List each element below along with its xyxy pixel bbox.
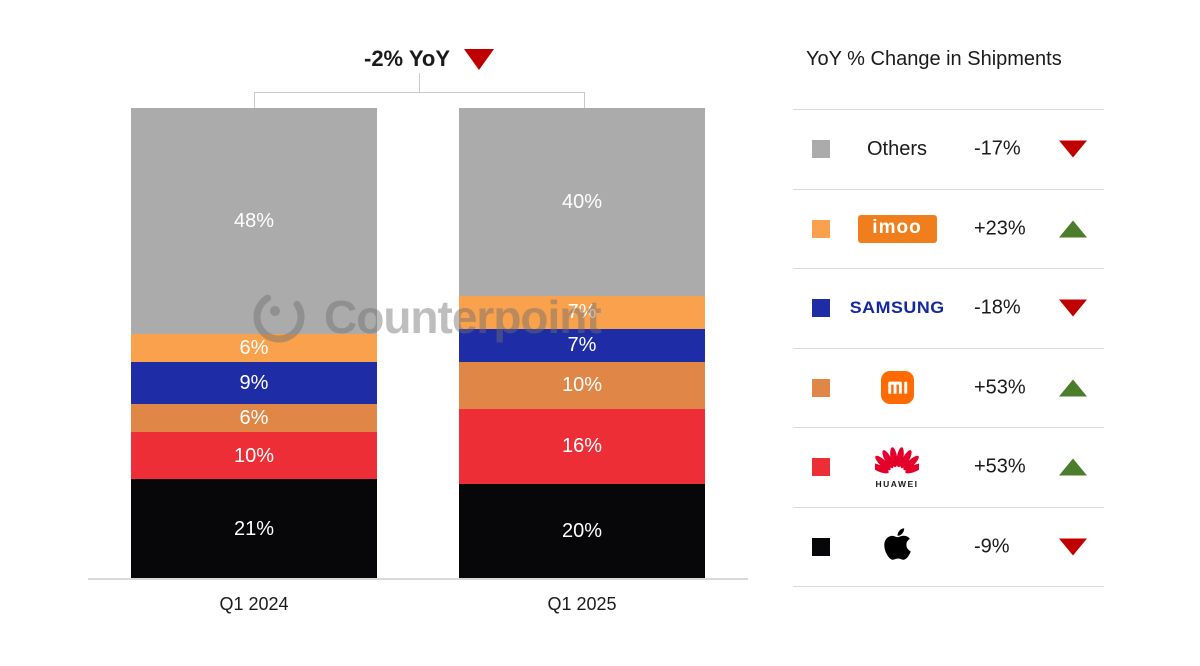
bar-segment-label: 6% [239,407,269,430]
legend-color-swatch [812,219,830,238]
bracket-tick-left [254,92,255,108]
legend-color-swatch [812,378,830,397]
bar-segment-label: 21% [233,517,275,540]
huawei-logo-icon: HUAWEI [875,445,919,489]
bar-q1-2024: 48% 6% 9% 6% 10% 21% [131,108,377,578]
bar-segment-xiaomi: 10% [459,361,705,409]
legend-color-swatch [812,299,830,318]
brand-cell-samsung: SAMSUNG [827,269,967,348]
yoy-change-value: +23% [974,217,1026,240]
down-triangle-icon [1059,538,1087,556]
samsung-logo: SAMSUNG [849,298,945,318]
bar-segment-label: 40% [561,191,603,213]
bar-segment-samsung: 9% [131,361,377,405]
axis-label-q1-2025: Q1 2025 [547,594,617,614]
down-triangle-icon [1059,140,1087,158]
legend-color-swatch [812,458,830,477]
bracket-line [254,92,585,93]
bracket-stem [419,73,420,92]
bar-q1-2025: 40% 7% 7% 10% 16% 20% [459,108,705,578]
apple-logo-icon [883,526,911,567]
brand-cell-others: Others [827,110,967,189]
legend-row-others: Others -17% [793,109,1104,189]
bar-segment-samsung: 7% [459,328,705,362]
legend-color-swatch [812,537,830,556]
bar-segment-xiaomi: 6% [131,404,377,433]
xiaomi-mi-logo-icon [880,371,914,405]
down-triangle-icon [464,48,494,70]
brand-cell-xiaomi [827,349,967,428]
bar-segment-label: 7% [567,334,597,357]
bar-segment-label: 10% [233,444,275,467]
bar-segment-huawei: 10% [131,432,377,480]
yoy-header: -2% YoY [279,44,579,74]
bar-segment-huawei: 16% [459,408,705,484]
bar-segment-label: 9% [239,371,269,394]
legend-row-imoo: imoo +23% [793,188,1104,269]
bar-segment-apple: 20% [459,483,705,578]
bar-segment-label: 7% [567,301,597,324]
bar-segment-label: 16% [561,435,603,458]
legend-title: YoY % Change in Shipments [806,48,1062,70]
legend-row-samsung: SAMSUNG -18% [793,268,1104,348]
axis-label-q1-2024: Q1 2024 [219,594,289,614]
legend-color-swatch [812,140,830,159]
bar-segment-imoo: 7% [459,296,705,329]
yoy-change-value: -9% [974,535,1010,558]
bar-segment-apple: 21% [131,479,377,578]
yoy-change-value: +53% [974,455,1026,478]
x-axis-line [88,578,748,580]
bar-segment-others: 40% [459,108,705,296]
legend-row-apple: -9% [793,506,1104,587]
brand-cell-apple [827,508,967,587]
bar-segment-label: 6% [239,336,269,359]
brand-cell-imoo: imoo [827,190,967,269]
bar-segment-others: 48% [131,108,377,334]
yoy-change-value: -18% [974,296,1021,319]
yoy-change-value: +53% [974,376,1026,399]
huawei-flower-icon [875,447,919,474]
up-triangle-icon [1059,220,1087,238]
up-triangle-icon [1059,379,1087,397]
brand-label: Others [866,137,928,160]
imoo-logo-icon: imoo [857,214,937,243]
yoy-change-label: -2% YoY [364,46,450,71]
huawei-wordmark: HUAWEI [875,479,919,490]
bar-segment-label: 20% [561,519,603,542]
bar-segment-label: 10% [561,374,603,397]
legend-row-xiaomi: +53% [793,347,1104,428]
legend-rows: Others -17% imoo +23% SAMSUNG -18% +53% HUAWEI +… [793,109,1104,587]
bar-segment-label: 48% [233,209,275,232]
bar-segment-imoo: 6% [131,333,377,362]
brand-cell-huawei: HUAWEI [827,428,967,507]
bracket-tick-right [584,92,585,108]
up-triangle-icon [1059,458,1087,476]
legend-row-huawei: HUAWEI +53% [793,427,1104,507]
yoy-change-value: -17% [974,137,1021,160]
down-triangle-icon [1059,299,1087,317]
